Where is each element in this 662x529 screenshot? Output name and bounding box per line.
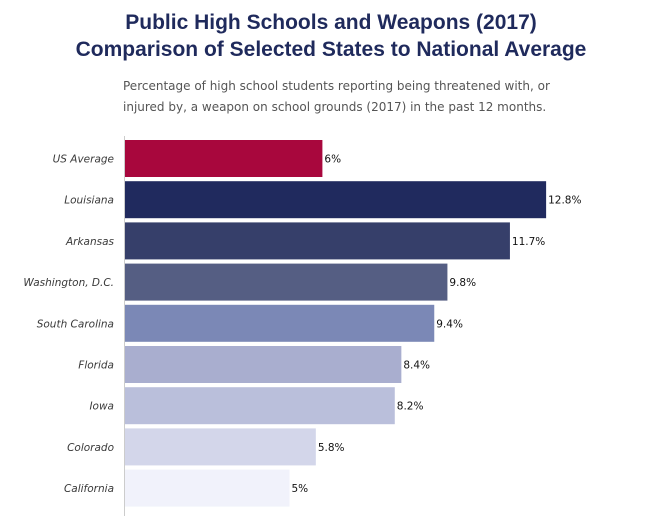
bar-california[interactable] [125, 469, 290, 507]
value-label-washington-d-c: 9.8% [449, 277, 476, 289]
value-label-louisiana: 12.8% [548, 195, 581, 207]
chart-subtitle: Percentage of high school students repor… [123, 76, 643, 118]
category-label-california: California [64, 483, 114, 495]
value-label-arkansas: 11.7% [512, 236, 545, 248]
chart-title-line-2: Comparison of Selected States to Nationa… [75, 38, 587, 61]
bar-us-average[interactable] [125, 140, 323, 177]
bar-florida[interactable] [125, 346, 402, 383]
chart-title-line-1: Public High Schools and Weapons (2017) [125, 11, 537, 34]
bar-louisiana[interactable] [125, 181, 547, 219]
category-label-south-carolina: South Carolina [37, 318, 114, 330]
chart-title: Public High Schools and Weapons (2017) C… [0, 9, 662, 63]
value-label-colorado: 5.8% [318, 442, 345, 454]
category-label-louisiana: Louisiana [64, 195, 114, 207]
category-label-colorado: Colorado [67, 442, 114, 454]
value-label-florida: 8.4% [403, 360, 430, 372]
bar-colorado[interactable] [125, 428, 316, 466]
bar-south-carolina[interactable] [125, 304, 435, 342]
category-label-florida: Florida [78, 360, 114, 372]
category-label-us-average: US Average [53, 154, 114, 166]
value-label-us-average: 6% [324, 154, 341, 166]
bar-arkansas[interactable] [125, 222, 510, 260]
category-label-washington-d-c: Washington, D.C. [23, 277, 114, 289]
value-label-iowa: 8.2% [397, 401, 424, 413]
category-label-arkansas: Arkansas [65, 236, 115, 248]
bar-iowa[interactable] [125, 387, 395, 425]
chart-subtitle-line-2: injured by, a weapon on school grounds (… [123, 100, 547, 114]
value-label-california: 5% [292, 483, 309, 495]
category-label-iowa: Iowa [89, 401, 114, 413]
bar-washington-d-c[interactable] [125, 263, 448, 301]
chart-subtitle-line-1: Percentage of high school students repor… [123, 79, 550, 93]
value-label-south-carolina: 9.4% [436, 318, 463, 330]
